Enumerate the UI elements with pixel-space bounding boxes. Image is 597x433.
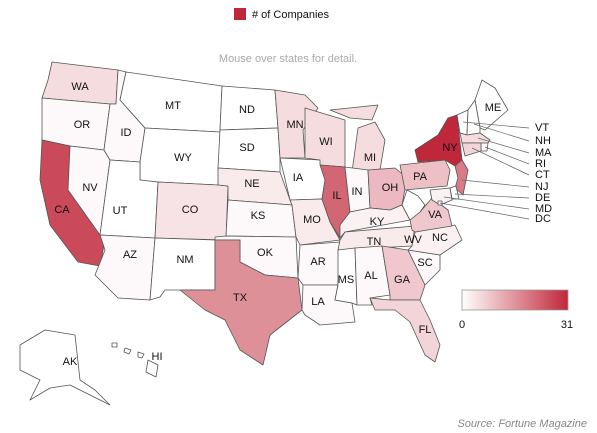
state[interactable] bbox=[461, 142, 482, 157]
state-label: CT bbox=[535, 169, 550, 181]
state-label: DE bbox=[535, 192, 550, 204]
state[interactable] bbox=[304, 107, 346, 168]
leader-line bbox=[471, 147, 530, 176]
leader-line bbox=[439, 202, 530, 220]
state[interactable] bbox=[139, 127, 221, 186]
state[interactable] bbox=[225, 199, 297, 238]
leader-line bbox=[477, 137, 530, 154]
state-label: VT bbox=[535, 122, 549, 134]
state[interactable] bbox=[399, 159, 451, 191]
state-label: NH bbox=[535, 135, 551, 147]
state[interactable] bbox=[454, 159, 469, 196]
state[interactable] bbox=[41, 61, 119, 105]
leader-line bbox=[461, 179, 530, 188]
color-scale-bar bbox=[461, 289, 569, 311]
state[interactable] bbox=[369, 297, 441, 363]
state[interactable] bbox=[474, 79, 509, 131]
state-label: HI bbox=[152, 351, 163, 363]
legend-swatch bbox=[234, 8, 246, 20]
state[interactable] bbox=[19, 329, 111, 406]
state[interactable] bbox=[459, 132, 491, 144]
state[interactable] bbox=[367, 167, 408, 211]
leader-line bbox=[484, 146, 530, 165]
state-label: DC bbox=[535, 213, 551, 225]
state[interactable] bbox=[337, 225, 416, 251]
state[interactable] bbox=[111, 342, 159, 378]
state[interactable] bbox=[429, 187, 453, 206]
scale-min-label: 0 bbox=[459, 319, 465, 331]
leader-line bbox=[462, 121, 530, 129]
states-layer: WAORCANVIDMTWYUTAZCONMNDSDNEKSOKTXMNIAMO… bbox=[19, 61, 552, 406]
state-label: MD bbox=[535, 203, 552, 215]
source-note: Source: Fortune Magazine bbox=[457, 418, 587, 430]
state[interactable] bbox=[274, 89, 319, 159]
state-label: RI bbox=[535, 158, 546, 170]
legend-title: # of Companies bbox=[252, 9, 330, 21]
state-label: NJ bbox=[535, 181, 548, 193]
scale-max-label: 31 bbox=[561, 319, 573, 331]
state[interactable] bbox=[154, 181, 229, 241]
state[interactable] bbox=[217, 127, 281, 173]
subtitle: Mouse over states for detail. bbox=[219, 53, 357, 65]
state[interactable] bbox=[219, 85, 279, 131]
leader-line bbox=[443, 196, 530, 210]
state[interactable] bbox=[480, 142, 489, 152]
state[interactable] bbox=[414, 114, 463, 167]
state[interactable] bbox=[94, 234, 156, 301]
state-label: MA bbox=[535, 147, 552, 159]
state[interactable] bbox=[466, 99, 481, 136]
leader-line bbox=[473, 123, 530, 142]
state[interactable] bbox=[297, 241, 341, 286]
state[interactable] bbox=[334, 247, 358, 306]
state[interactable] bbox=[179, 239, 303, 366]
state[interactable] bbox=[217, 167, 293, 206]
leader-line bbox=[454, 193, 530, 199]
